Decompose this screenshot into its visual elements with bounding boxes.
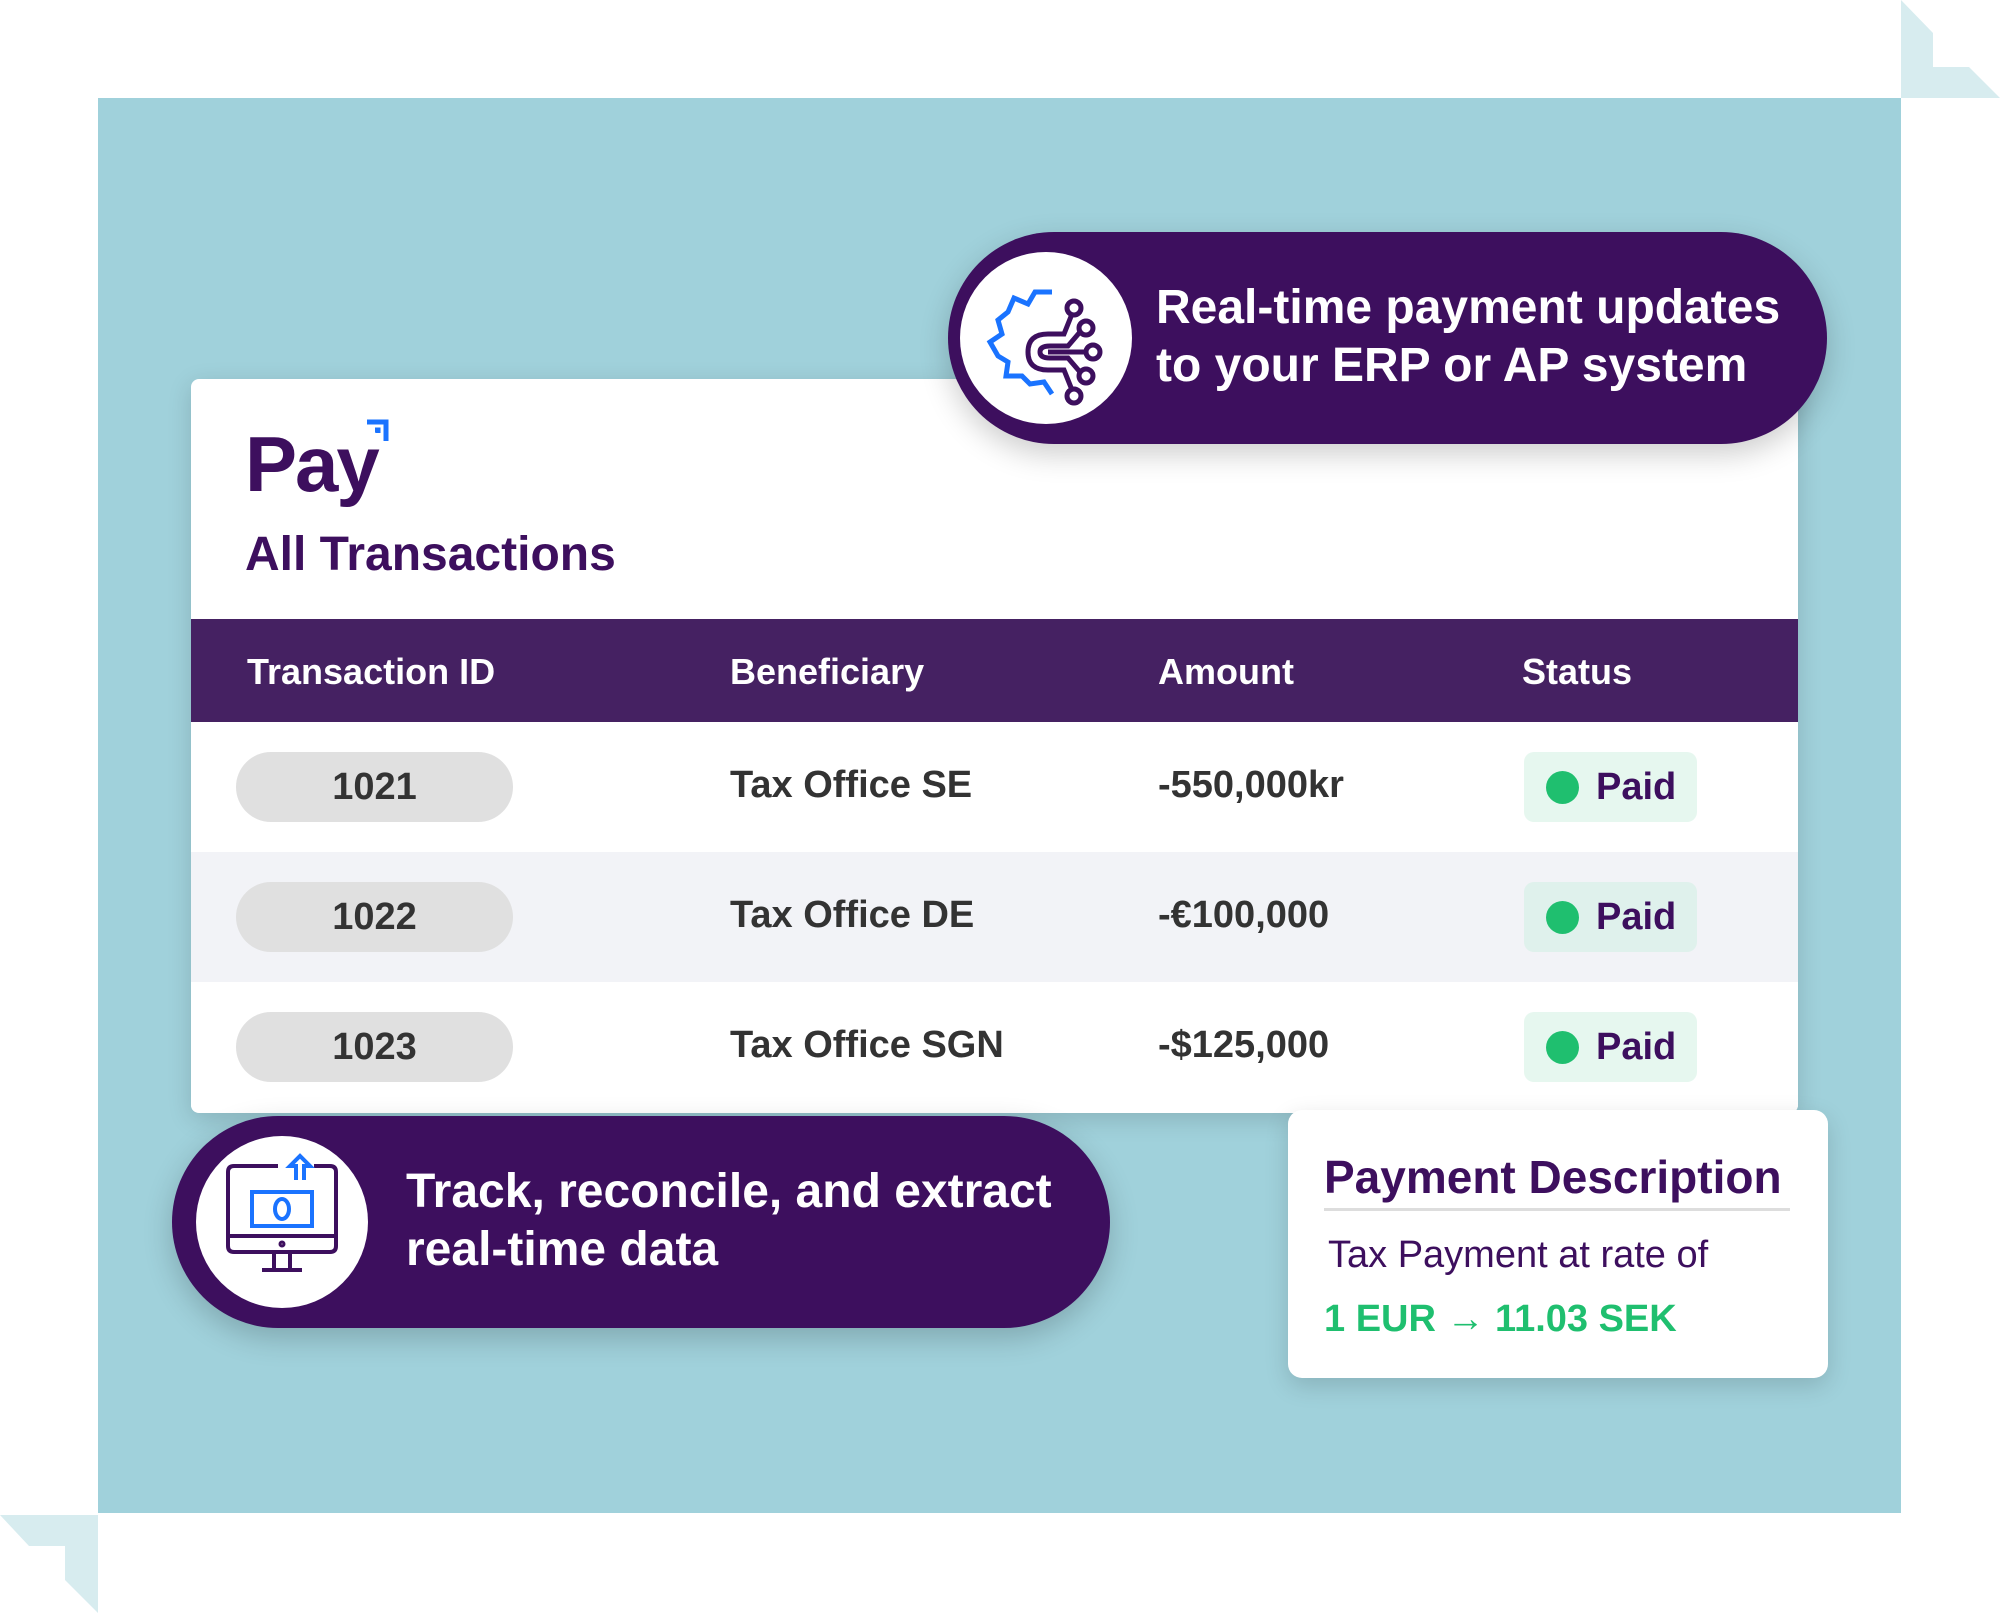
table-header: Transaction ID Beneficiary Amount Status <box>191 619 1798 722</box>
payment-description-card: Payment Description Tax Payment at rate … <box>1288 1110 1828 1378</box>
payment-description-title: Payment Description <box>1324 1151 1782 1203</box>
column-header-status[interactable]: Status <box>1522 651 1633 692</box>
column-header-beneficiary[interactable]: Beneficiary <box>730 651 925 692</box>
callout-track-reconcile: Track, reconcile, and extract real-time … <box>172 1116 1110 1328</box>
status-badge: Paid <box>1524 752 1697 822</box>
pay-logo: Pay <box>245 419 389 510</box>
beneficiary: Tax Office SE <box>730 764 973 806</box>
table-row[interactable]: 1023 Tax Office SGN -$125,000 Paid <box>191 982 1798 1112</box>
transaction-id: 1023 <box>236 1012 513 1082</box>
beneficiary: Tax Office DE <box>730 894 975 936</box>
callout-line-2: real-time data <box>406 1223 719 1276</box>
callout-line-2: to your ERP or AP system <box>1156 339 1748 392</box>
status-dot-icon <box>1546 771 1579 804</box>
page-title: All Transactions <box>245 528 616 581</box>
status-text: Paid <box>1596 896 1677 938</box>
monitor-money-icon <box>196 1136 368 1308</box>
gear-circuit-icon <box>960 252 1132 424</box>
status-text: Paid <box>1596 1026 1677 1068</box>
callout-line-1: Track, reconcile, and extract <box>406 1165 1052 1218</box>
transactions-card: Pay All Transactions Transaction ID Bene… <box>191 379 1798 1113</box>
logo-text: Pay <box>245 420 380 508</box>
transaction-id: 1022 <box>236 882 513 952</box>
table-row[interactable]: 1022 Tax Office DE -€100,000 Paid <box>191 852 1798 982</box>
status-dot-icon <box>1546 1031 1579 1064</box>
transaction-id: 1021 <box>236 752 513 822</box>
status-badge: Paid <box>1524 882 1697 952</box>
callout-erp-updates: Real-time payment updates to your ERP or… <box>948 232 1827 444</box>
payment-description-text: Tax Payment at rate of <box>1328 1234 1709 1276</box>
arrow-corner-icon <box>367 419 389 441</box>
amount: -$125,000 <box>1158 1024 1330 1066</box>
callout-line-1: Real-time payment updates <box>1156 281 1781 334</box>
status-dot-icon <box>1546 901 1579 934</box>
column-header-amount[interactable]: Amount <box>1158 651 1294 692</box>
status-badge: Paid <box>1524 1012 1697 1082</box>
table-row[interactable]: 1021 Tax Office SE -550,000kr Paid <box>191 722 1798 852</box>
column-header-id[interactable]: Transaction ID <box>247 651 496 692</box>
amount: -€100,000 <box>1158 894 1330 936</box>
divider <box>1324 1208 1790 1211</box>
beneficiary: Tax Office SGN <box>730 1024 1004 1066</box>
status-text: Paid <box>1596 766 1677 808</box>
exchange-rate: 1 EUR → 11.03 SEK <box>1324 1298 1677 1340</box>
amount: -550,000kr <box>1158 764 1344 806</box>
